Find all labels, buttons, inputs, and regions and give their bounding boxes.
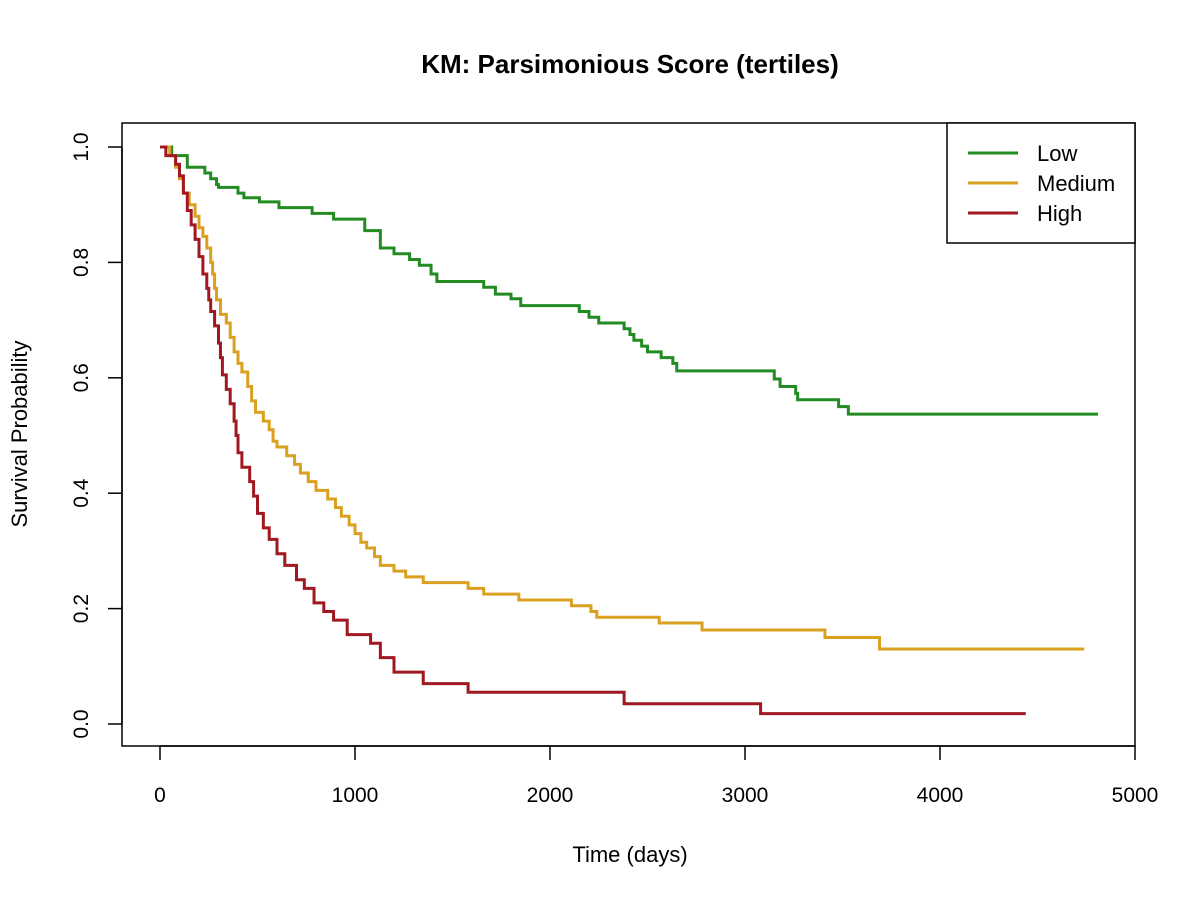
legend: Low Medium High	[946, 122, 1136, 244]
y-tick-label: 0.6	[70, 363, 93, 392]
legend-label-medium: Medium	[1037, 171, 1115, 196]
x-tick-label: 3000	[722, 784, 769, 807]
legend-label-high: High	[1037, 201, 1082, 226]
x-tick-label: 1000	[332, 784, 379, 807]
x-axis-label: Time (days)	[572, 842, 687, 867]
series-line-high	[160, 145, 1026, 716]
series-line-low	[160, 145, 1098, 416]
y-axis: 0.0 0.2 0.4 0.6 0.8 1.0	[70, 132, 123, 739]
chart-title: KM: Parsimonious Score (tertiles)	[421, 49, 839, 79]
x-tick-label: 5000	[1112, 784, 1159, 807]
y-tick-label: 0.8	[70, 248, 93, 277]
y-tick-label: 0.0	[70, 709, 93, 738]
y-tick-label: 1.0	[70, 132, 93, 161]
legend-label-low: Low	[1037, 141, 1077, 166]
y-tick-label: 0.2	[70, 594, 93, 623]
x-tick-label: 0	[154, 784, 166, 807]
x-axis: 0 1000 2000 3000 4000 5000	[154, 745, 1159, 807]
y-axis-label: Survival Probability	[7, 340, 32, 527]
series-line-medium	[160, 145, 1085, 651]
y-tick-label: 0.4	[70, 478, 93, 508]
x-tick-label: 4000	[917, 784, 964, 807]
x-tick-label: 2000	[527, 784, 574, 807]
series-group	[160, 145, 1098, 716]
